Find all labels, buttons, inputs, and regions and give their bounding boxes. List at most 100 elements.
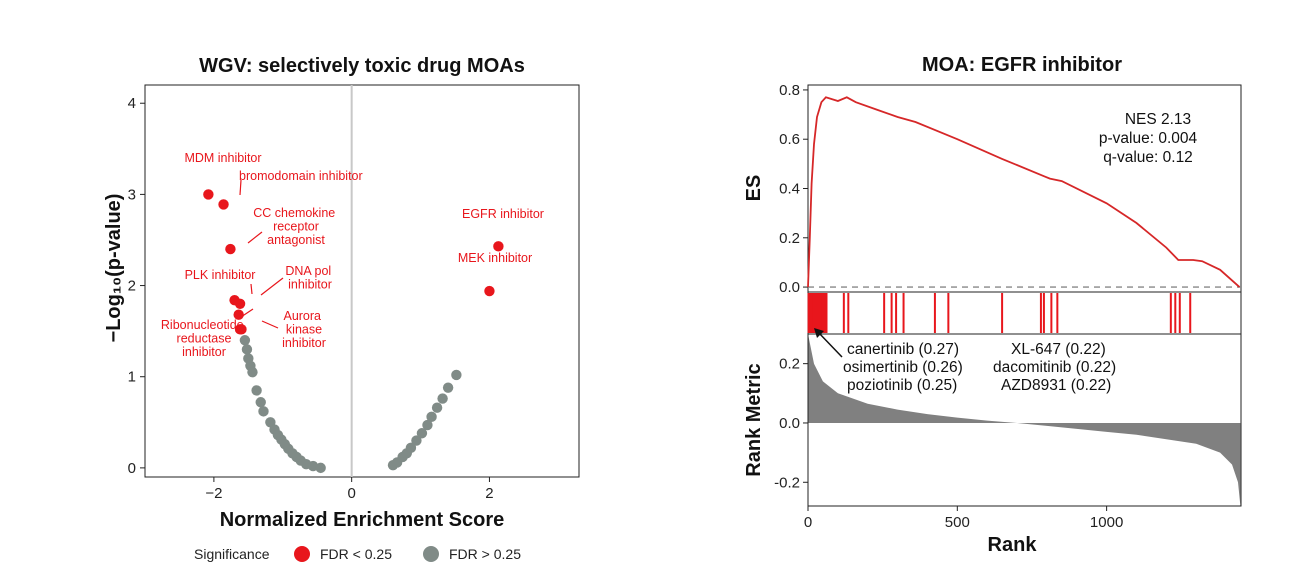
- label-line: antagonist: [267, 233, 325, 247]
- legend-label-nonsignificant: FDR > 0.25: [449, 546, 521, 562]
- nonsignificant-point: [426, 411, 437, 423]
- volcano-x-tick-label: −2: [205, 485, 222, 502]
- volcano-y-tick-label: 2: [128, 278, 136, 295]
- rank-y-ticks: -0.2 0.0 0.2: [774, 356, 808, 491]
- label-ribonucleotide-text: Ribonucleotide: [161, 318, 244, 332]
- volcano-significant-points: [203, 189, 504, 335]
- top-drug-labels: canertinib (0.27) osimertinib (0.26) poz…: [843, 341, 1116, 394]
- leader-cc-chemokine: [247, 231, 263, 244]
- volcano-y-tick-label: 4: [128, 95, 136, 112]
- es-running-curve: [807, 96, 1241, 288]
- label-aurora-text: Aurora: [283, 309, 321, 323]
- leader-bromodomain: [239, 179, 242, 196]
- significant-point: [493, 241, 504, 252]
- legend-marker-nonsignificant: [423, 546, 439, 562]
- volcano-x-tick-label: 2: [485, 485, 493, 502]
- nonsignificant-point: [451, 369, 462, 381]
- nonsignificant-point: [241, 344, 253, 355]
- rank-x-tick-label: 0: [804, 514, 812, 531]
- drug-osimertinib: osimertinib (0.26): [843, 359, 963, 376]
- label-bromodomain-inhibitor: bromodomain inhibitor: [239, 169, 363, 183]
- nonsignificant-point: [258, 406, 269, 417]
- drug-canertinib: canertinib (0.27): [847, 341, 959, 358]
- volcano-plot-frame: [144, 84, 580, 478]
- label-plk-inhibitor: PLK inhibitor: [185, 268, 256, 282]
- label-line: kinase: [286, 323, 322, 337]
- label-line: inhibitor: [282, 336, 326, 350]
- significant-point: [236, 324, 247, 335]
- leader-dna-pol: [260, 277, 284, 296]
- significant-point: [218, 199, 229, 210]
- stat-p-value: p-value: 0.004: [1099, 130, 1198, 147]
- label-dna-pol-text: DNA pol: [285, 264, 331, 278]
- volcano-x-ticks: −2 0 2: [205, 477, 494, 502]
- volcano-x-tick-label: 0: [347, 485, 355, 502]
- stat-nes: NES 2.13: [1125, 111, 1191, 128]
- label-egfr-inhibitor: EGFR inhibitor: [462, 207, 544, 221]
- label-cc-chemokine-text: CC chemokine: [253, 206, 335, 220]
- rank-metric-area-group: [808, 334, 1241, 506]
- leader-aurora: [261, 320, 279, 329]
- significant-point: [484, 285, 495, 297]
- drug-xl-647: XL-647 (0.22): [1011, 341, 1106, 358]
- es-y-tick-label: 0.6: [779, 131, 800, 148]
- volcano-chart: WGV: selectively toxic drug MOAs −2 0 2 0 1…: [103, 55, 580, 562]
- drug-dacomitinib: dacomitinib (0.22): [993, 359, 1116, 376]
- gsea-title: MOA: EGFR inhibitor: [922, 54, 1122, 76]
- label-line: inhibitor: [182, 345, 226, 359]
- es-y-ticks: 0.0 0.2 0.4 0.6 0.8: [779, 82, 808, 296]
- es-y-tick-label: 0.4: [779, 181, 800, 198]
- stat-q-value: q-value: 0.12: [1103, 149, 1193, 166]
- nonsignificant-point: [437, 393, 448, 404]
- label-cc-chemokine: CC chemokine receptor antagonist: [253, 206, 338, 247]
- rank-x-tick-label: 500: [945, 514, 970, 531]
- significant-point: [233, 309, 244, 320]
- volcano-nonsignificant-points: [239, 335, 462, 474]
- volcano-legend: Significance FDR < 0.25 FDR > 0.25: [194, 546, 521, 562]
- label-line: reductase: [177, 332, 232, 346]
- nonsignificant-point: [251, 385, 262, 396]
- volcano-title: WGV: selectively toxic drug MOAs: [199, 55, 525, 77]
- nonsignificant-point: [315, 462, 326, 474]
- rank-y-tick-label: -0.2: [774, 474, 800, 491]
- rank-metric-area: [808, 334, 1241, 506]
- significant-point: [234, 298, 246, 309]
- label-ribonucleotide: Ribonucleotide reductase inhibitor: [161, 318, 247, 359]
- legend-label-significant: FDR < 0.25: [320, 546, 392, 562]
- gene-set-hit-lines: [807, 293, 1192, 333]
- es-y-tick-label: 0.2: [779, 230, 800, 247]
- nonsignificant-point: [255, 397, 266, 408]
- drug-poziotinib: poziotinib (0.25): [847, 377, 957, 394]
- nonsignificant-point: [422, 419, 433, 431]
- legend-marker-significant: [294, 546, 310, 562]
- volcano-y-ticks: 0 1 2 3 4: [128, 95, 145, 477]
- label-mek-inhibitor: MEK inhibitor: [458, 251, 532, 265]
- volcano-y-tick-label: 0: [128, 460, 136, 477]
- legend-title: Significance: [194, 546, 270, 562]
- nonsignificant-point: [247, 366, 258, 378]
- rank-y-tick-label: 0.2: [779, 356, 800, 373]
- rank-x-tick-label: 1000: [1090, 514, 1123, 531]
- label-line: inhibitor: [288, 278, 332, 292]
- significant-point: [225, 243, 236, 255]
- label-aurora: Aurora kinase inhibitor: [282, 309, 326, 350]
- nonsignificant-point: [442, 382, 454, 393]
- significant-point: [203, 189, 214, 200]
- es-y-tick-label: 0.0: [779, 279, 800, 296]
- leader-plk: [250, 283, 253, 295]
- gsea-chart: MOA: EGFR inhibitor 0.0 0.2 0.4 0.6 0.8 NES …: [743, 54, 1242, 556]
- volcano-y-tick-label: 1: [128, 369, 136, 386]
- nonsignificant-point: [239, 335, 251, 346]
- rank-y-axis-title: Rank Metric: [743, 363, 765, 476]
- nonsignificant-point: [405, 442, 417, 454]
- volcano-y-axis-title: −Log₁₀(p-value): [103, 194, 125, 343]
- label-line: receptor: [273, 220, 319, 234]
- label-mdm-inhibitor: MDM inhibitor: [184, 151, 261, 165]
- nonsignificant-point: [411, 435, 422, 446]
- gsea-x-axis-title: Rank: [988, 534, 1038, 556]
- es-y-axis-title: ES: [743, 175, 765, 202]
- es-y-tick-label: 0.8: [779, 82, 800, 99]
- volcano-x-axis-title: Normalized Enrichment Score: [220, 509, 505, 531]
- leading-edge-arrow: [817, 331, 843, 358]
